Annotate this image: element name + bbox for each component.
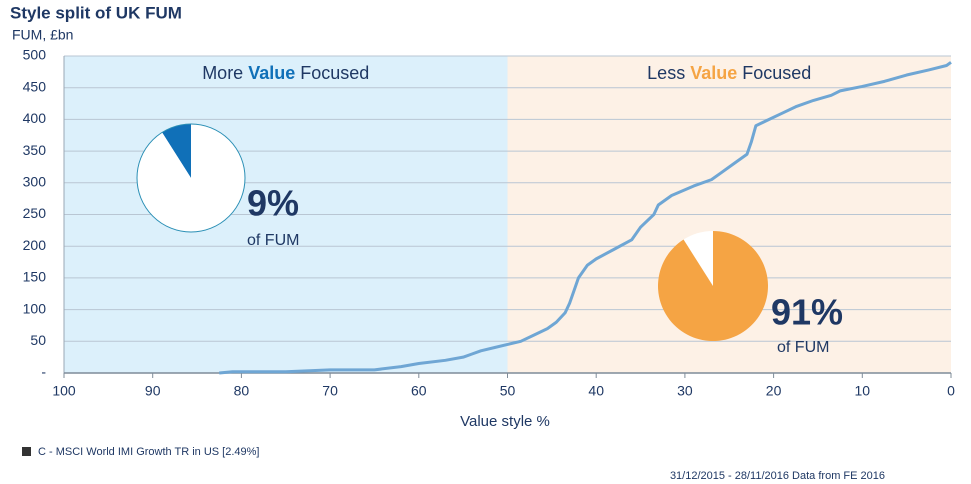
x-tick-label: 40 [588,383,604,399]
y-tick-label: 450 [23,78,47,94]
x-tick-label: 60 [411,383,427,399]
panel-title-word: Value [690,63,737,83]
pie-note: of FUM [777,339,829,356]
y-tick-label: 100 [23,300,47,316]
x-tick-label: 70 [322,383,338,399]
panel-title-word: Value [248,63,295,83]
pie-border [136,123,246,233]
pie-rest [657,231,768,341]
pie-slice [162,124,191,178]
source-note: 31/12/2015 - 28/11/2016 Data from FE 201… [670,470,885,482]
y-tick-label: 350 [23,142,47,158]
pie-note: of FUM [247,232,299,249]
panel-title-word: More [202,63,243,83]
legend-swatch [22,447,31,456]
pie-slice [683,231,713,286]
legend-note: C - MSCI World IMI Growth TR in US [2.49… [38,446,259,458]
y-tick-label: - [41,364,46,380]
x-tick-label: 30 [677,383,693,399]
pie-value-label: 91% [771,292,843,333]
panel-title-word: Focused [300,63,369,83]
panel-title: More Value Focused [202,63,369,83]
y-tick-label: 150 [23,269,47,285]
y-axis-label: FUM, £bn [12,27,73,43]
x-tick-label: 10 [855,383,871,399]
x-axis-label: Value style % [460,413,550,430]
panel-title: Less Value Focused [647,63,811,83]
x-tick-label: 90 [145,383,161,399]
chart-title: Style split of UK FUM [10,3,182,22]
y-tick-label: 500 [23,47,47,63]
x-tick-label: 50 [500,383,516,399]
pie-value-label: 9% [247,183,299,224]
panel-title-word: Focused [742,63,811,83]
x-tick-label: 0 [947,383,955,399]
y-tick-label: 250 [23,205,47,221]
y-tick-label: 400 [23,110,47,126]
y-tick-label: 50 [30,332,46,348]
x-tick-label: 100 [52,383,76,399]
x-tick-label: 20 [766,383,782,399]
y-tick-label: 200 [23,237,47,253]
panel-title-word: Less [647,63,685,83]
data-line [219,61,952,375]
x-tick-label: 80 [234,383,250,399]
pie-rest [136,124,245,233]
y-tick-label: 300 [23,174,47,190]
